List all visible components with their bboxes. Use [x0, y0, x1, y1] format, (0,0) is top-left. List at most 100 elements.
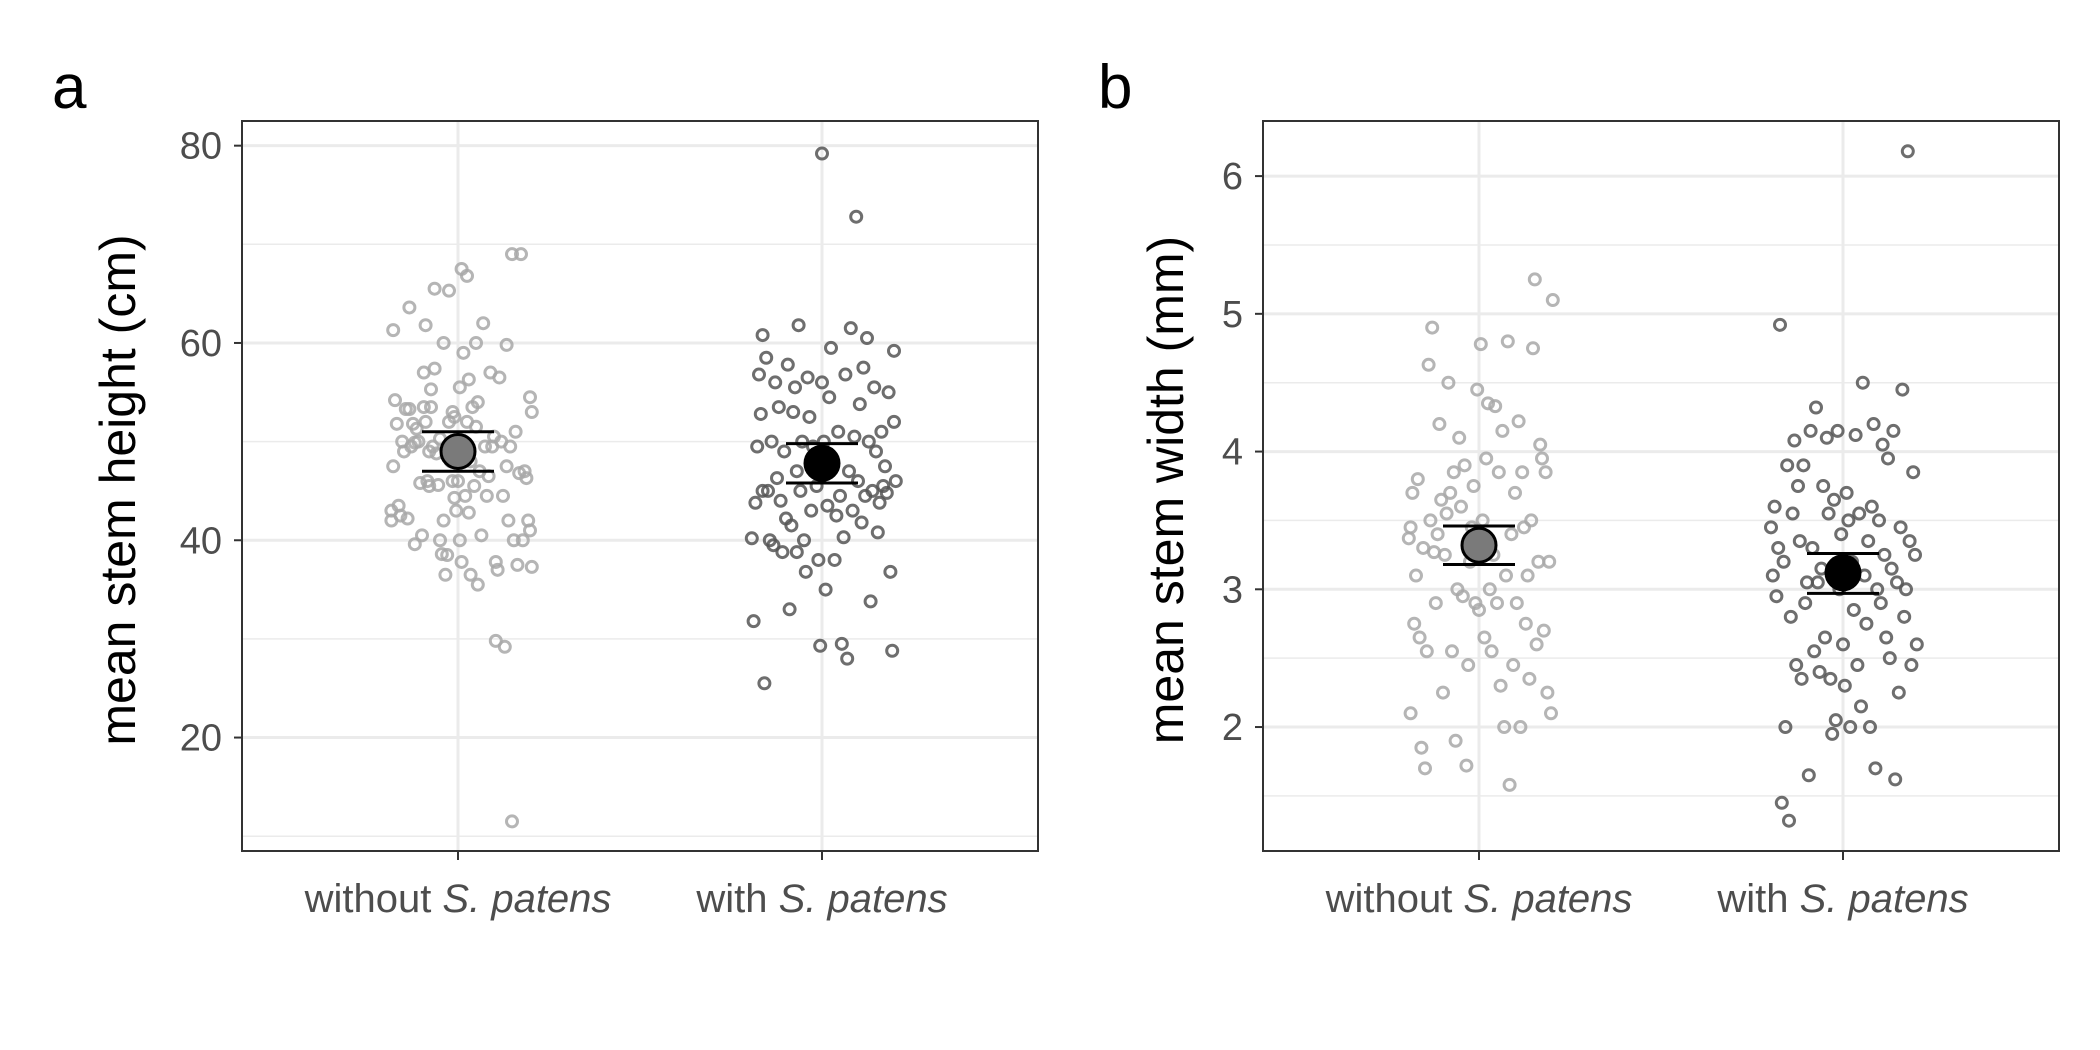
data-point	[1513, 720, 1528, 735]
data-point	[517, 464, 532, 479]
data-point	[764, 434, 779, 449]
data-point	[1841, 513, 1856, 528]
data-point	[1899, 582, 1913, 597]
data-point	[861, 434, 876, 449]
x-axis-ticks-b	[1478, 851, 1844, 860]
data-point	[1412, 630, 1427, 645]
data-point	[1527, 272, 1542, 287]
data-point	[836, 530, 851, 545]
data-point	[746, 614, 761, 629]
data-point	[1473, 337, 1488, 352]
data-point	[1490, 596, 1504, 611]
data-point	[883, 564, 898, 579]
data-points-a	[384, 146, 903, 829]
data-point	[1439, 506, 1454, 521]
data-point	[1843, 720, 1858, 735]
data-point	[515, 533, 530, 548]
data-point	[1882, 651, 1897, 666]
data-point	[876, 479, 891, 493]
data-point	[1472, 602, 1486, 617]
data-point	[1432, 417, 1447, 432]
data-point	[856, 360, 871, 375]
data-point	[870, 525, 885, 540]
data-point	[1879, 630, 1894, 645]
data-point	[1468, 596, 1483, 611]
data-point	[1812, 664, 1827, 679]
data-point	[1418, 761, 1432, 776]
data-point	[1780, 458, 1795, 473]
data-point	[386, 323, 401, 338]
data-point	[1470, 382, 1485, 397]
data-point	[1484, 644, 1499, 659]
data-point	[1778, 720, 1793, 735]
data-point	[478, 439, 492, 454]
data-point	[1850, 658, 1865, 673]
data-point	[750, 439, 765, 454]
data-point	[1443, 485, 1458, 500]
data-point	[851, 474, 865, 489]
data-point	[388, 393, 402, 408]
means-a	[422, 430, 858, 485]
x-tick-label-with-a: with S. patens	[695, 877, 947, 921]
y-tick-label: 80	[180, 126, 222, 168]
data-point	[1405, 485, 1420, 500]
data-point	[789, 545, 804, 560]
data-point	[791, 318, 806, 333]
data-point	[1864, 499, 1879, 514]
y-tick-label: 6	[1222, 156, 1243, 198]
data-point	[461, 372, 476, 387]
data-point	[1809, 400, 1823, 415]
data-point	[1493, 678, 1508, 693]
data-point	[434, 547, 449, 562]
data-point	[770, 471, 784, 486]
data-point	[1509, 596, 1524, 611]
data-point	[519, 471, 534, 486]
data-point	[523, 523, 537, 538]
data-point	[1825, 726, 1840, 741]
data-point	[1515, 465, 1530, 480]
data-point	[1423, 513, 1438, 528]
data-point	[1504, 527, 1519, 542]
data-point	[1891, 685, 1906, 700]
data-point	[1482, 582, 1497, 597]
data-point	[1500, 334, 1515, 349]
data-point	[1403, 706, 1418, 721]
data-point	[798, 564, 813, 579]
data-point	[1407, 616, 1422, 631]
data-point	[1764, 520, 1778, 535]
data-point	[1437, 547, 1452, 562]
data-point	[847, 429, 862, 444]
data-point	[1455, 589, 1470, 604]
y-tick-label: 3	[1222, 569, 1243, 611]
data-point	[1863, 720, 1877, 735]
data-point	[1529, 637, 1544, 652]
data-point	[407, 537, 422, 552]
panel-b: b mean stem width (mm) 2 3 4 5 6 without S. …	[1098, 53, 2060, 921]
data-point	[442, 283, 456, 298]
data-point	[452, 380, 467, 395]
data-point	[753, 406, 768, 421]
data-point	[1403, 520, 1418, 535]
data-point	[424, 382, 438, 397]
data-point	[1545, 293, 1560, 308]
data-point	[1452, 430, 1467, 445]
data-point	[1401, 531, 1416, 546]
data-point	[1434, 492, 1449, 507]
data-point	[1502, 777, 1517, 792]
data-point	[849, 209, 864, 224]
data-point	[1807, 644, 1822, 659]
data-point	[1774, 795, 1789, 810]
data-point	[1823, 671, 1838, 686]
data-point	[463, 567, 478, 582]
data-point	[752, 367, 766, 382]
data-point	[878, 459, 892, 474]
data-point	[1511, 414, 1526, 429]
y-tick-label: 40	[180, 520, 222, 562]
data-point	[1821, 506, 1836, 521]
data-point	[1427, 545, 1441, 560]
data-point	[872, 495, 887, 510]
data-point	[780, 357, 795, 372]
data-point	[1861, 534, 1876, 549]
data-point	[386, 459, 401, 474]
